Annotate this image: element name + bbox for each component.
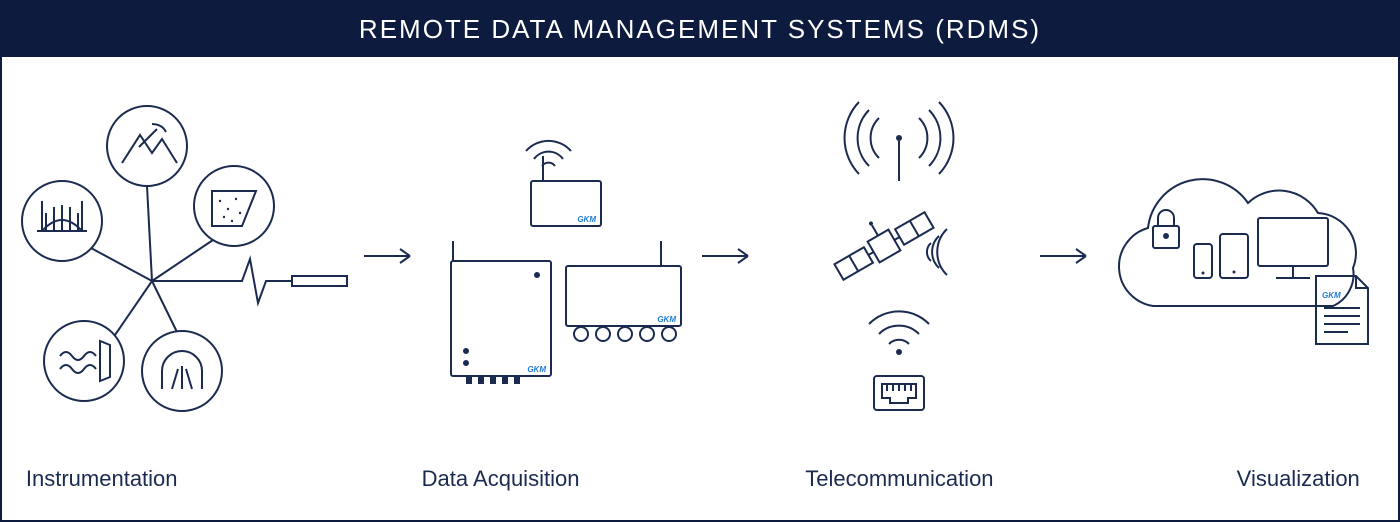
diagram-container: REMOTE DATA MANAGEMENT SYSTEMS (RDMS) <box>0 0 1400 522</box>
tablet-icon <box>1220 234 1248 278</box>
brand-label: GKM <box>657 315 676 324</box>
phone-icon <box>1194 244 1212 278</box>
stage-labels: Instrumentation Data Acquisition Telecom… <box>2 466 1398 492</box>
stage-row: GKM GKM <box>2 62 1398 450</box>
stage-telecommunication <box>760 86 1038 426</box>
stage-instrumentation <box>2 91 362 421</box>
arrow-2 <box>700 241 760 271</box>
brand-label: GKM <box>1322 291 1341 300</box>
visualization-svg: GKM <box>1098 126 1398 386</box>
diagram-title: REMOTE DATA MANAGEMENT SYSTEMS (RDMS) <box>2 2 1398 57</box>
wireless-node-icon: GKM <box>526 141 601 226</box>
lock-icon <box>1153 210 1179 248</box>
tunnel-icon <box>142 331 222 411</box>
arrow-3 <box>1038 241 1098 271</box>
dam-icon <box>194 166 274 246</box>
data-acquisition-svg: GKM GKM <box>431 101 691 411</box>
label-telecommunication: Telecommunication <box>800 466 999 492</box>
report-document-icon: GKM <box>1316 276 1368 344</box>
monitor-icon <box>1258 218 1328 278</box>
data-logger-large-icon: GKM <box>451 241 551 384</box>
stage-visualization: GKM <box>1098 126 1398 386</box>
label-data-acquisition: Data Acquisition <box>401 466 600 492</box>
mining-icon <box>107 106 187 186</box>
label-instrumentation: Instrumentation <box>2 466 201 492</box>
telecommunication-svg <box>789 86 1009 426</box>
water-icon <box>44 321 124 401</box>
instrumentation-svg <box>2 91 362 421</box>
satellite-signal-icon <box>927 229 947 275</box>
satellite-icon <box>825 196 935 283</box>
data-logger-multiport-icon: GKM <box>566 241 681 341</box>
arrow-1 <box>362 241 422 271</box>
label-visualization: Visualization <box>1199 466 1398 492</box>
stage-data-acquisition: GKM GKM <box>422 101 700 411</box>
brand-label: GKM <box>527 365 546 374</box>
ethernet-port-icon <box>874 376 924 410</box>
wifi-icon <box>869 311 929 355</box>
brand-label: GKM <box>577 215 596 224</box>
cloud-icon <box>1119 179 1356 306</box>
bridge-icon <box>22 181 102 261</box>
cellular-antenna-icon <box>845 102 954 181</box>
